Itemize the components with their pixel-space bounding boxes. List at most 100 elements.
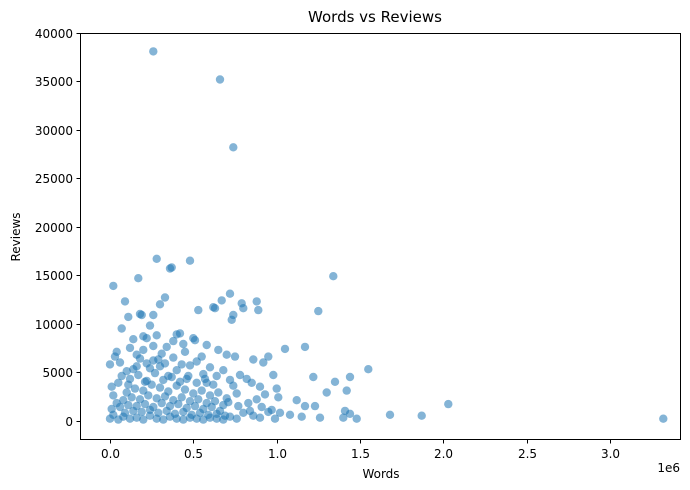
data-point [239, 304, 248, 313]
data-point [140, 377, 150, 386]
data-point [339, 413, 348, 422]
data-point [249, 355, 258, 364]
data-point [149, 310, 158, 320]
ticks-layer: 0.0 0.5 1.0 1.5 2.0 2.5 3.0 0 5000 10000 15000 2000… [35, 27, 620, 461]
data-point [190, 336, 200, 345]
data-point [345, 372, 355, 382]
data-point [235, 370, 245, 380]
data-point [275, 408, 285, 417]
data-point [205, 391, 215, 400]
data-point [177, 360, 186, 369]
data-point [209, 380, 218, 389]
data-point [300, 342, 310, 352]
data-point [132, 413, 141, 422]
data-point [309, 372, 318, 382]
data-point [115, 402, 125, 412]
data-point [364, 365, 373, 374]
plot-frame [80, 33, 681, 440]
data-point [192, 378, 201, 387]
data-point [155, 300, 165, 309]
data-point [659, 414, 668, 423]
data-point [152, 254, 161, 263]
data-point [162, 406, 171, 416]
data-point [280, 344, 290, 354]
data-point [194, 395, 203, 404]
data-point [140, 399, 150, 409]
data-point [215, 75, 225, 84]
data-point [189, 389, 198, 398]
data-point [165, 264, 175, 273]
data-point [169, 353, 178, 362]
data-point [227, 315, 236, 324]
data-point [149, 47, 158, 56]
data-point [137, 407, 146, 417]
data-point [127, 393, 136, 402]
y-tick-label: 20000 [35, 221, 73, 235]
data-point [322, 388, 331, 397]
y-tick-label: 25000 [35, 172, 73, 186]
data-point [257, 402, 266, 412]
data-point [234, 401, 243, 411]
data-point [245, 406, 255, 416]
data-point [175, 329, 185, 338]
data-point [145, 364, 155, 373]
data-point [124, 400, 133, 410]
data-point [159, 415, 168, 424]
data-point [130, 384, 140, 393]
data-point [274, 393, 283, 402]
data-point [252, 395, 261, 404]
data-point [120, 408, 130, 417]
data-point [444, 399, 453, 409]
data-point [169, 336, 178, 346]
data-point [144, 391, 153, 400]
data-point [134, 274, 143, 283]
data-point [220, 411, 230, 420]
data-point [269, 370, 278, 380]
x-offset-label: 1e6 [657, 461, 680, 475]
x-tick-label: 2.0 [434, 447, 453, 461]
data-point [264, 407, 273, 417]
data-point [170, 409, 180, 418]
data-point [217, 296, 226, 305]
data-point [219, 366, 228, 375]
data-point [264, 352, 273, 361]
data-point [145, 411, 155, 420]
data-point [139, 345, 148, 355]
x-tick-label: 3.0 [601, 447, 620, 461]
x-tick-label: 1.5 [351, 447, 370, 461]
data-point [115, 358, 125, 367]
data-point [152, 331, 161, 340]
data-point [315, 413, 325, 422]
data-point [120, 297, 130, 306]
data-point [230, 352, 240, 361]
data-point [180, 347, 190, 356]
points-layer [105, 47, 668, 424]
y-tick-label: 15000 [35, 269, 73, 283]
data-point [154, 408, 163, 417]
y-tick-label: 10000 [35, 318, 73, 332]
data-point [204, 410, 213, 419]
y-tick-label: 30000 [35, 124, 73, 138]
data-point [124, 380, 133, 389]
x-tick-label: 2.5 [518, 447, 537, 461]
data-point [197, 386, 206, 395]
data-point [125, 414, 135, 423]
y-axis-label: Reviews [9, 212, 23, 261]
y-tick-label: 35000 [35, 75, 73, 89]
data-point [110, 352, 120, 361]
data-point [194, 305, 203, 315]
data-point [180, 385, 190, 394]
data-point [129, 406, 138, 416]
data-point [129, 335, 138, 344]
data-point [345, 409, 355, 418]
data-point [179, 339, 188, 349]
data-point [187, 410, 196, 419]
data-point [285, 410, 295, 419]
data-point [154, 355, 163, 364]
x-tick-label: 0.5 [184, 447, 203, 461]
data-point [222, 394, 231, 403]
data-point [352, 414, 361, 423]
data-point [179, 407, 188, 417]
data-point [330, 377, 340, 386]
data-point [272, 384, 281, 393]
